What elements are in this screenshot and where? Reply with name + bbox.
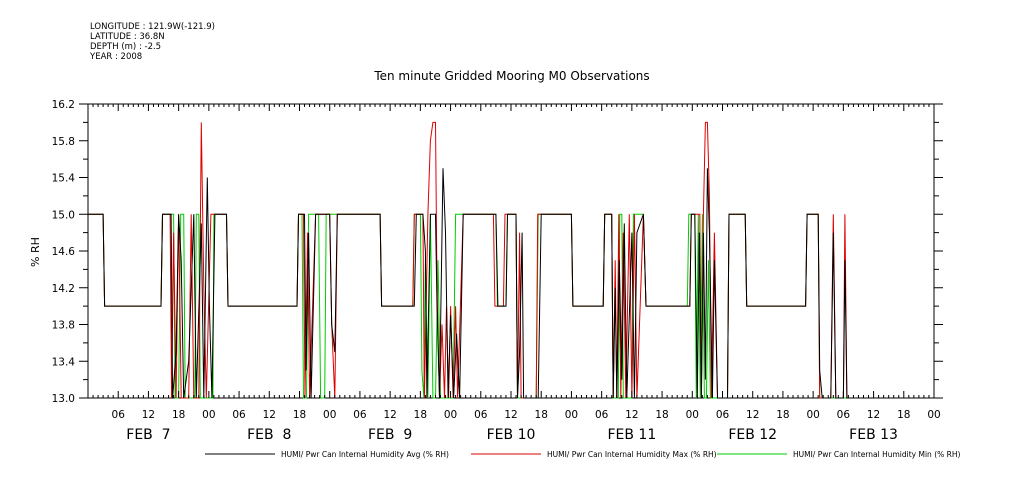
year-line: YEAR : 2008 bbox=[90, 52, 143, 62]
series-line-max bbox=[88, 121, 851, 399]
y-tick-label: 13.0 bbox=[52, 393, 75, 405]
x-day-label: FEB 12 bbox=[728, 427, 777, 443]
longitude-line: LONGITUDE : 121.9W(-121.9) bbox=[90, 22, 215, 32]
x-tick-label: 00 bbox=[444, 409, 457, 421]
x-tick-label: 00 bbox=[686, 409, 699, 421]
plot-area bbox=[87, 103, 935, 399]
y-axis-label: % RH bbox=[29, 237, 42, 267]
x-tick-label: 06 bbox=[837, 409, 851, 421]
x-tick-label: 06 bbox=[595, 409, 609, 421]
x-tick-label: 00 bbox=[806, 409, 819, 421]
x-day-label: FEB 8 bbox=[247, 427, 291, 443]
x-tick-label: 06 bbox=[112, 409, 126, 421]
x-tick-label: 18 bbox=[897, 409, 910, 421]
x-tick-label: 18 bbox=[293, 409, 306, 421]
chart-title: Ten minute Gridded Mooring M0 Observatio… bbox=[373, 69, 649, 83]
x-day-label: FEB 10 bbox=[487, 427, 536, 443]
x-tick-label: 12 bbox=[746, 409, 759, 421]
y-tick-label: 15.8 bbox=[52, 136, 75, 148]
x-tick-label: 12 bbox=[263, 409, 276, 421]
legend-label: HUMI/ Pwr Can Internal Humidity Min (% R… bbox=[793, 450, 960, 459]
x-tick-label: 06 bbox=[716, 409, 730, 421]
x-tick-label: 18 bbox=[776, 409, 789, 421]
x-tick-label: 12 bbox=[383, 409, 396, 421]
x-tick-label: 00 bbox=[202, 409, 215, 421]
series-line-avg bbox=[88, 168, 851, 399]
y-tick-label: 14.2 bbox=[52, 283, 75, 295]
axes: 06 12 18 00 06 12 18 00 06 12 18 00 06 12 18 00 06 12 18 00… bbox=[52, 99, 943, 443]
x-day-label: FEB 9 bbox=[368, 427, 412, 443]
station-info: LONGITUDE : 121.9W(-121.9) LATITUDE : 36… bbox=[90, 22, 215, 62]
legend-label: HUMI/ Pwr Can Internal Humidity Avg (% R… bbox=[281, 450, 449, 459]
x-tick-label: 18 bbox=[655, 409, 668, 421]
x-tick-label: 06 bbox=[353, 409, 367, 421]
x-day-label: FEB 13 bbox=[849, 427, 898, 443]
y-tick-label: 13.4 bbox=[52, 356, 76, 368]
x-tick-label: 00 bbox=[565, 409, 578, 421]
x-tick-label: 12 bbox=[625, 409, 638, 421]
y-tick-label: 13.8 bbox=[52, 320, 75, 332]
y-tick-label: 15.4 bbox=[52, 173, 76, 185]
depth-line: DEPTH (m) : -2.5 bbox=[90, 42, 162, 52]
y-tick-label: 15.0 bbox=[52, 209, 75, 221]
legend-label: HUMI/ Pwr Can Internal Humidity Max (% R… bbox=[547, 450, 717, 459]
x-tick-label: 06 bbox=[474, 409, 488, 421]
x-tick-label: 12 bbox=[142, 409, 155, 421]
x-tick-label: 00 bbox=[927, 409, 940, 421]
y-tick-label: 16.2 bbox=[52, 99, 75, 111]
x-tick-label: 18 bbox=[535, 409, 548, 421]
x-tick-label: 12 bbox=[867, 409, 880, 421]
y-tick-label: 14.6 bbox=[52, 246, 76, 258]
x-tick-label: 18 bbox=[172, 409, 185, 421]
latitude-line: LATITUDE : 36.8N bbox=[90, 32, 165, 42]
legend: HUMI/ Pwr Can Internal Humidity Avg (% R… bbox=[205, 450, 960, 459]
x-day-label: FEB 7 bbox=[126, 427, 170, 443]
x-day-label: FEB 11 bbox=[607, 427, 656, 443]
x-tick-label: 12 bbox=[504, 409, 517, 421]
plot-frame bbox=[87, 103, 935, 399]
series-layer bbox=[88, 121, 851, 399]
x-tick-label: 18 bbox=[414, 409, 427, 421]
x-tick-label: 06 bbox=[232, 409, 246, 421]
x-tick-label: 00 bbox=[323, 409, 336, 421]
